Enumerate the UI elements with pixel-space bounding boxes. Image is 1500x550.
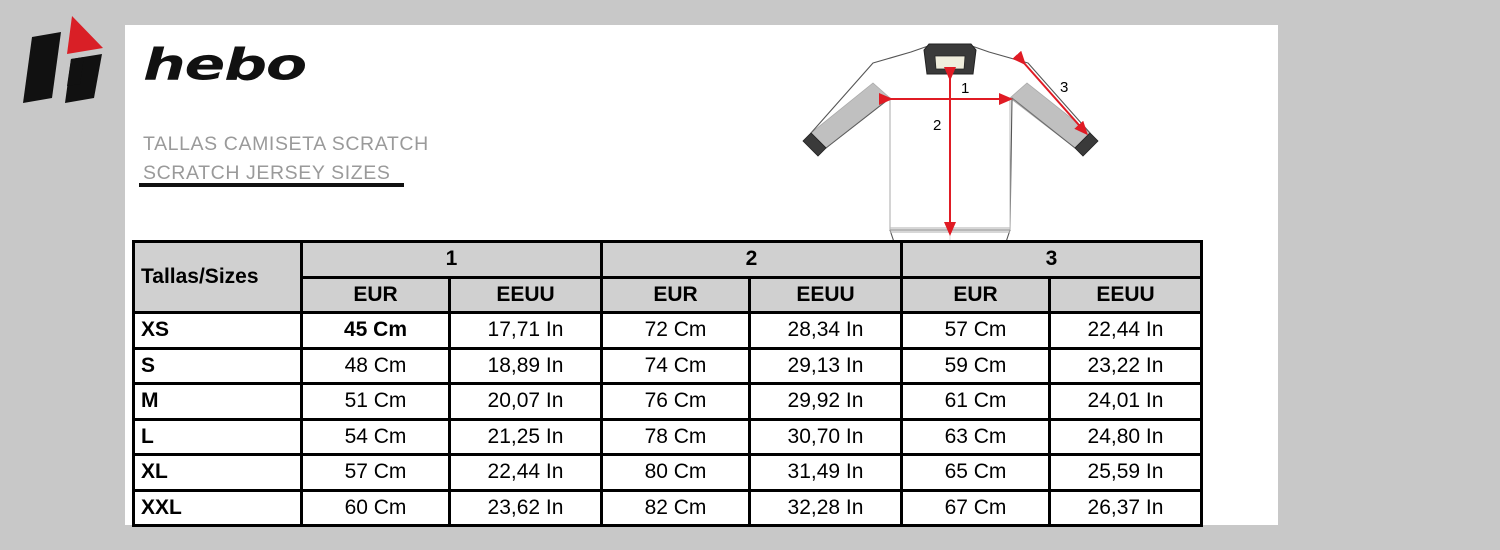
row-size-label: XS bbox=[132, 311, 303, 350]
row-size-label: S bbox=[132, 346, 303, 385]
table-head: Tallas/Sizes 1 2 3 EUR EEUU EUR EEUU EUR… bbox=[132, 240, 1203, 314]
row-size-label: XXL bbox=[132, 488, 303, 527]
header-group-1: 1 bbox=[300, 240, 603, 279]
cell-s-0: 48 Cm bbox=[300, 346, 451, 385]
cell-xs-3: 28,34 In bbox=[748, 311, 903, 350]
cell-xxl-3: 32,28 In bbox=[748, 488, 903, 527]
header-group-3: 3 bbox=[900, 240, 1203, 279]
header-unit-eeuu-1: EEUU bbox=[448, 275, 603, 314]
cell-m-1: 20,07 In bbox=[448, 382, 603, 421]
table-row: XXL 60 Cm 23,62 In 82 Cm 32,28 In 67 Cm 26,37 … bbox=[132, 488, 1203, 527]
header-group-2: 2 bbox=[600, 240, 903, 279]
cell-l-1: 21,25 In bbox=[448, 417, 603, 456]
cell-s-4: 59 Cm bbox=[900, 346, 1051, 385]
cell-xs-2: 72 Cm bbox=[600, 311, 751, 350]
table-row: M 51 Cm 20,07 In 76 Cm 29,92 In 61 Cm 24,01 In bbox=[132, 382, 1203, 421]
cell-l-5: 24,80 In bbox=[1048, 417, 1203, 456]
cell-s-3: 29,13 In bbox=[748, 346, 903, 385]
table-row: XS 45 Cm 17,71 In 72 Cm 28,34 In 57 Cm 22,44 I… bbox=[132, 311, 1203, 350]
cell-m-2: 76 Cm bbox=[600, 382, 751, 421]
title-block: TALLAS CAMISETA SCRATCH SCRATCH JERSEY S… bbox=[143, 130, 443, 188]
table-row: L 54 Cm 21,25 In 78 Cm 30,70 In 63 Cm 24,80 In bbox=[132, 417, 1203, 456]
cell-xxl-1: 23,62 In bbox=[448, 488, 603, 527]
cell-xxl-0: 60 Cm bbox=[300, 488, 451, 527]
table-row: S 48 Cm 18,89 In 74 Cm 29,13 In 59 Cm 23,22 In bbox=[132, 346, 1203, 385]
cell-l-4: 63 Cm bbox=[900, 417, 1051, 456]
chart-title-english: SCRATCH JERSEY SIZES bbox=[143, 162, 391, 184]
cell-xl-5: 25,59 In bbox=[1048, 453, 1203, 492]
header-unit-eur-3: EUR bbox=[900, 275, 1051, 314]
cell-xs-0: 45 Cm bbox=[300, 311, 451, 350]
table-header-units-row: EUR EEUU EUR EEUU EUR EEUU bbox=[134, 275, 1203, 314]
cell-l-0: 54 Cm bbox=[300, 417, 451, 456]
hebo-logo-mark bbox=[14, 12, 119, 104]
cell-xl-2: 80 Cm bbox=[600, 453, 751, 492]
cell-xs-1: 17,71 In bbox=[448, 311, 603, 350]
header-unit-eeuu-3: EEUU bbox=[1048, 275, 1203, 314]
cell-xs-5: 22,44 In bbox=[1048, 311, 1203, 350]
cell-xxl-5: 26,37 In bbox=[1048, 488, 1203, 527]
cell-s-5: 23,22 In bbox=[1048, 346, 1203, 385]
brand-wordmark: hebo bbox=[143, 39, 307, 91]
hebo-h-logo-icon bbox=[23, 16, 103, 103]
size-chart-table: Tallas/Sizes 1 2 3 EUR EEUU EUR EEUU EUR… bbox=[132, 240, 1203, 527]
measurement-label-3: 3 bbox=[1060, 79, 1068, 96]
table-body: XS 45 Cm 17,71 In 72 Cm 28,34 In 57 Cm 22,44 I… bbox=[132, 311, 1203, 527]
cell-xl-4: 65 Cm bbox=[900, 453, 1051, 492]
cell-m-5: 24,01 In bbox=[1048, 382, 1203, 421]
measurement-label-2: 2 bbox=[933, 117, 941, 134]
table-header-groups-row: Tallas/Sizes 1 2 3 bbox=[132, 240, 1203, 314]
table-row: XL 57 Cm 22,44 In 80 Cm 31,49 In 65 Cm 25,59 I… bbox=[132, 453, 1203, 492]
cell-xxl-4: 67 Cm bbox=[900, 488, 1051, 527]
cell-xl-0: 57 Cm bbox=[300, 453, 451, 492]
cell-s-1: 18,89 In bbox=[448, 346, 603, 385]
cell-m-0: 51 Cm bbox=[300, 382, 451, 421]
measurement-arrow-3 bbox=[1012, 50, 1088, 136]
header-unit-eur-1: EUR bbox=[300, 275, 451, 314]
jersey-measurement-diagram: 1 2 3 bbox=[785, 30, 1115, 247]
cell-m-3: 29,92 In bbox=[748, 382, 903, 421]
measurement-label-1: 1 bbox=[961, 80, 969, 97]
row-size-label: L bbox=[132, 417, 303, 456]
header-unit-eur-2: EUR bbox=[600, 275, 751, 314]
header-tallas-sizes: Tallas/Sizes bbox=[132, 240, 303, 314]
row-size-label: XL bbox=[132, 453, 303, 492]
jersey-illustration-icon: 1 2 3 bbox=[802, 43, 1099, 247]
header-unit-eeuu-2: EEUU bbox=[748, 275, 903, 314]
row-size-label: M bbox=[132, 382, 303, 421]
cell-s-2: 74 Cm bbox=[600, 346, 751, 385]
chart-title-spanish: TALLAS CAMISETA SCRATCH bbox=[143, 133, 429, 155]
cell-m-4: 61 Cm bbox=[900, 382, 1051, 421]
cell-xl-3: 31,49 In bbox=[748, 453, 903, 492]
title-underline bbox=[139, 183, 404, 187]
cell-xs-4: 57 Cm bbox=[900, 311, 1051, 350]
cell-l-2: 78 Cm bbox=[600, 417, 751, 456]
cell-xxl-2: 82 Cm bbox=[600, 488, 751, 527]
cell-xl-1: 22,44 In bbox=[448, 453, 603, 492]
cell-l-3: 30,70 In bbox=[748, 417, 903, 456]
